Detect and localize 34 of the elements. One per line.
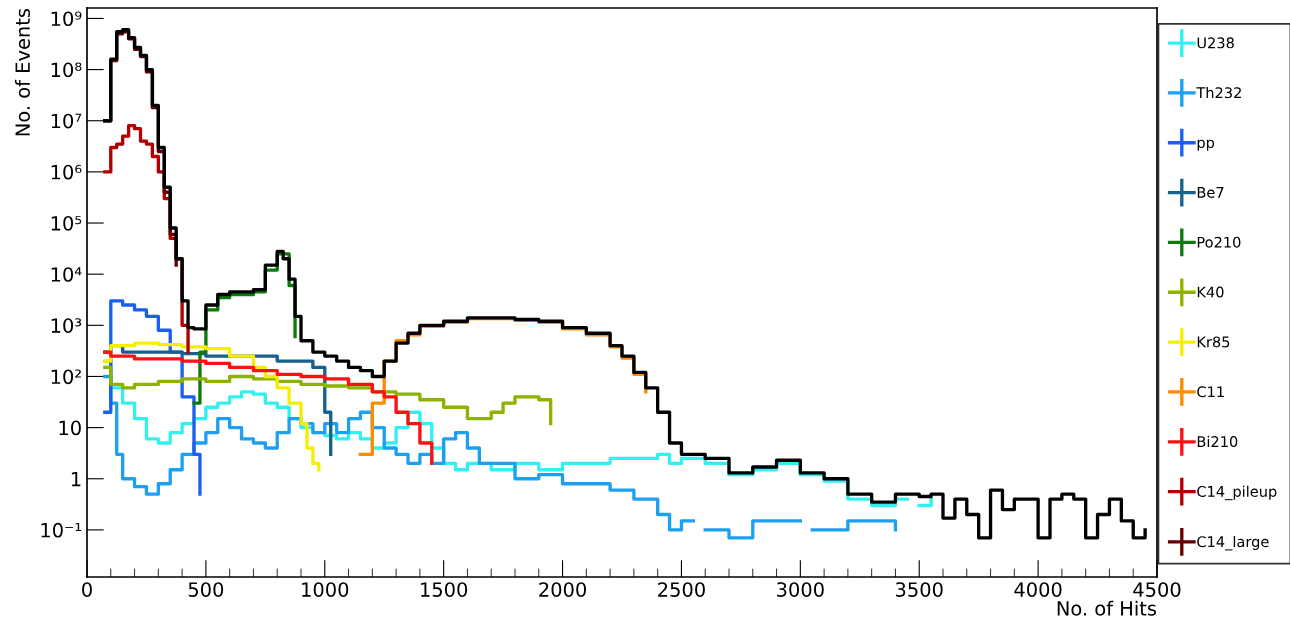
x-tick-label: 1500 — [421, 582, 468, 597]
y-tick-label: 10⁶ — [51, 164, 82, 180]
y-tick-label: 10⁹ — [51, 11, 82, 27]
y-tick-label: 10 — [59, 420, 81, 436]
y-tick-label: 10⁵ — [51, 215, 82, 231]
legend-label: Th232 — [1196, 86, 1241, 99]
x-tick-label: 500 — [188, 582, 224, 597]
x-tick-label: 2500 — [658, 582, 705, 597]
y-tick-label: 10² — [51, 369, 81, 385]
y-tick-label: 10⁸ — [51, 62, 82, 78]
x-tick-label: 1000 — [302, 582, 349, 597]
x-tick-label: 4000 — [1014, 582, 1062, 597]
legend-label: pp — [1197, 139, 1215, 151]
x-axis-title: No. of Hits — [1057, 600, 1157, 616]
legend-label: C14_pileup — [1197, 485, 1277, 501]
legend-label: C14_large — [1197, 535, 1269, 551]
legend-label: Po210 — [1197, 236, 1241, 248]
legend-label: K40 — [1197, 286, 1224, 298]
legend-label: Bi210 — [1197, 435, 1238, 448]
y-tick-label: 10⁷ — [51, 113, 82, 129]
x-tick-label: 4500 — [1133, 582, 1181, 597]
x-tick-label: 0 — [82, 582, 92, 597]
y-tick-label: 10⁻¹ — [41, 522, 82, 538]
y-tick-label: 10³ — [51, 318, 82, 333]
y-tick-label: 1 — [71, 471, 81, 487]
legend-label: C11 — [1197, 386, 1224, 398]
x-tick-label: 2000 — [539, 582, 587, 597]
x-tick-label: 3000 — [777, 582, 824, 597]
legend-label: U238 — [1197, 37, 1234, 49]
y-axis-title: No. of Events — [14, 8, 31, 136]
y-tick-label: 10⁴ — [51, 267, 82, 282]
legend-label: Kr85 — [1197, 336, 1230, 348]
x-tick-label: 3500 — [895, 582, 943, 597]
legend-label: Be7 — [1197, 187, 1224, 198]
